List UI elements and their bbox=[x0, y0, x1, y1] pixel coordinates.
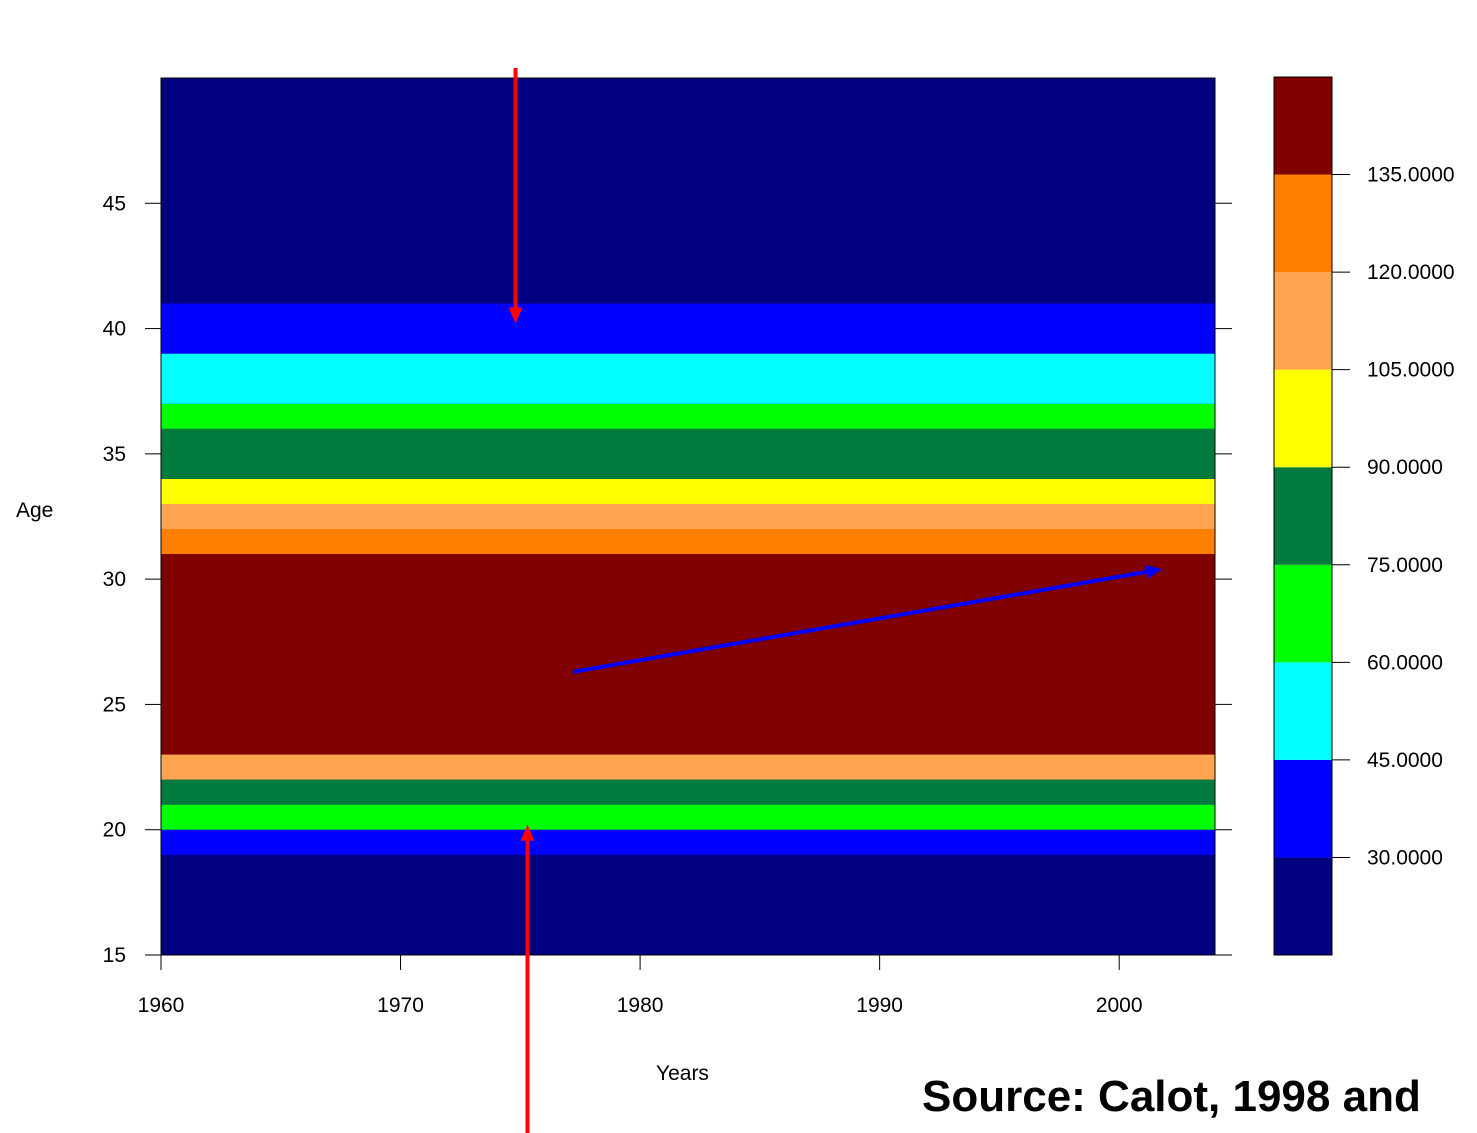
source-caption: Source: Calot, 1998 and bbox=[922, 1072, 1421, 1121]
x-axis-label: Years bbox=[656, 1062, 709, 1085]
legend-swatch-5 bbox=[1274, 369, 1332, 468]
plot-frame bbox=[160, 77, 1216, 956]
heatmap-cell-10 bbox=[161, 403, 1215, 429]
heatmap-cell-2 bbox=[161, 804, 1215, 830]
heatmap-cell-12 bbox=[161, 303, 1215, 354]
x-tick-label-2: 1980 bbox=[617, 994, 664, 1017]
y-tick-label-3: 30 bbox=[103, 568, 126, 591]
x-tick-label-0: 1960 bbox=[138, 994, 185, 1017]
heatmap-cell-11 bbox=[161, 353, 1215, 404]
heatmap-cell-0 bbox=[161, 854, 1215, 955]
legend-swatch-3 bbox=[1274, 564, 1332, 663]
y-tick-label-1: 20 bbox=[103, 819, 126, 842]
legend-swatch-7 bbox=[1274, 174, 1332, 273]
legend-swatch-1 bbox=[1274, 759, 1332, 858]
blue-arrow bbox=[572, 564, 1163, 674]
y-tick-label-6: 45 bbox=[103, 192, 126, 215]
y-tick-label-0: 15 bbox=[103, 944, 126, 967]
heatmap-cell-1 bbox=[161, 829, 1215, 855]
x-tick-label-3: 1990 bbox=[856, 994, 903, 1017]
legend-label-2: 60.0000 bbox=[1367, 651, 1443, 674]
heatmap-cell-7 bbox=[161, 503, 1215, 530]
legend-swatch-4 bbox=[1274, 467, 1332, 565]
x-axis: 1960 1970 1980 1990 2000 bbox=[138, 955, 1143, 1017]
legend-swatch-0 bbox=[1274, 857, 1332, 955]
legend-frame bbox=[1273, 76, 1333, 956]
heatmap-cell-4 bbox=[161, 754, 1215, 780]
heatmap-cell-3 bbox=[161, 779, 1215, 805]
legend-label-3: 75.0000 bbox=[1367, 554, 1443, 577]
red-arrow-down bbox=[508, 67, 523, 324]
heatmap-cell-13 bbox=[161, 78, 1215, 304]
heatmap-cell-5 bbox=[161, 554, 1215, 755]
heatmap-cell-8 bbox=[161, 478, 1215, 504]
y-tick-label-4: 35 bbox=[103, 443, 126, 466]
legend-swatch-6 bbox=[1274, 272, 1332, 370]
color-legend: 30.0000 45.0000 60.0000 75.0000 90.0000 105.0… bbox=[1273, 76, 1455, 956]
annotation-arrows bbox=[508, 67, 1163, 1133]
red-arrow-up bbox=[520, 824, 535, 1133]
legend-swatch-2 bbox=[1274, 662, 1332, 760]
heatmap-cell-6 bbox=[161, 529, 1215, 555]
legend-label-6: 120.0000 bbox=[1367, 261, 1455, 284]
legend-label-4: 90.0000 bbox=[1367, 456, 1443, 479]
x-tick-label-1: 1970 bbox=[377, 994, 424, 1017]
y-axis: 15 20 25 30 35 40 45 bbox=[103, 192, 1232, 967]
legend-swatch-8 bbox=[1274, 77, 1332, 175]
legend-label-1: 45.0000 bbox=[1367, 749, 1443, 772]
x-tick-label-4: 2000 bbox=[1096, 994, 1143, 1017]
legend-label-7: 135.0000 bbox=[1367, 164, 1455, 187]
heatmap-cell-9 bbox=[161, 428, 1215, 479]
y-axis-label: Age bbox=[16, 499, 53, 522]
y-tick-label-5: 40 bbox=[103, 318, 126, 341]
y-tick-label-2: 25 bbox=[103, 693, 126, 716]
legend-label-0: 30.0000 bbox=[1367, 846, 1443, 869]
heatmap-cells bbox=[161, 78, 1215, 955]
legend-label-5: 105.0000 bbox=[1367, 359, 1455, 382]
